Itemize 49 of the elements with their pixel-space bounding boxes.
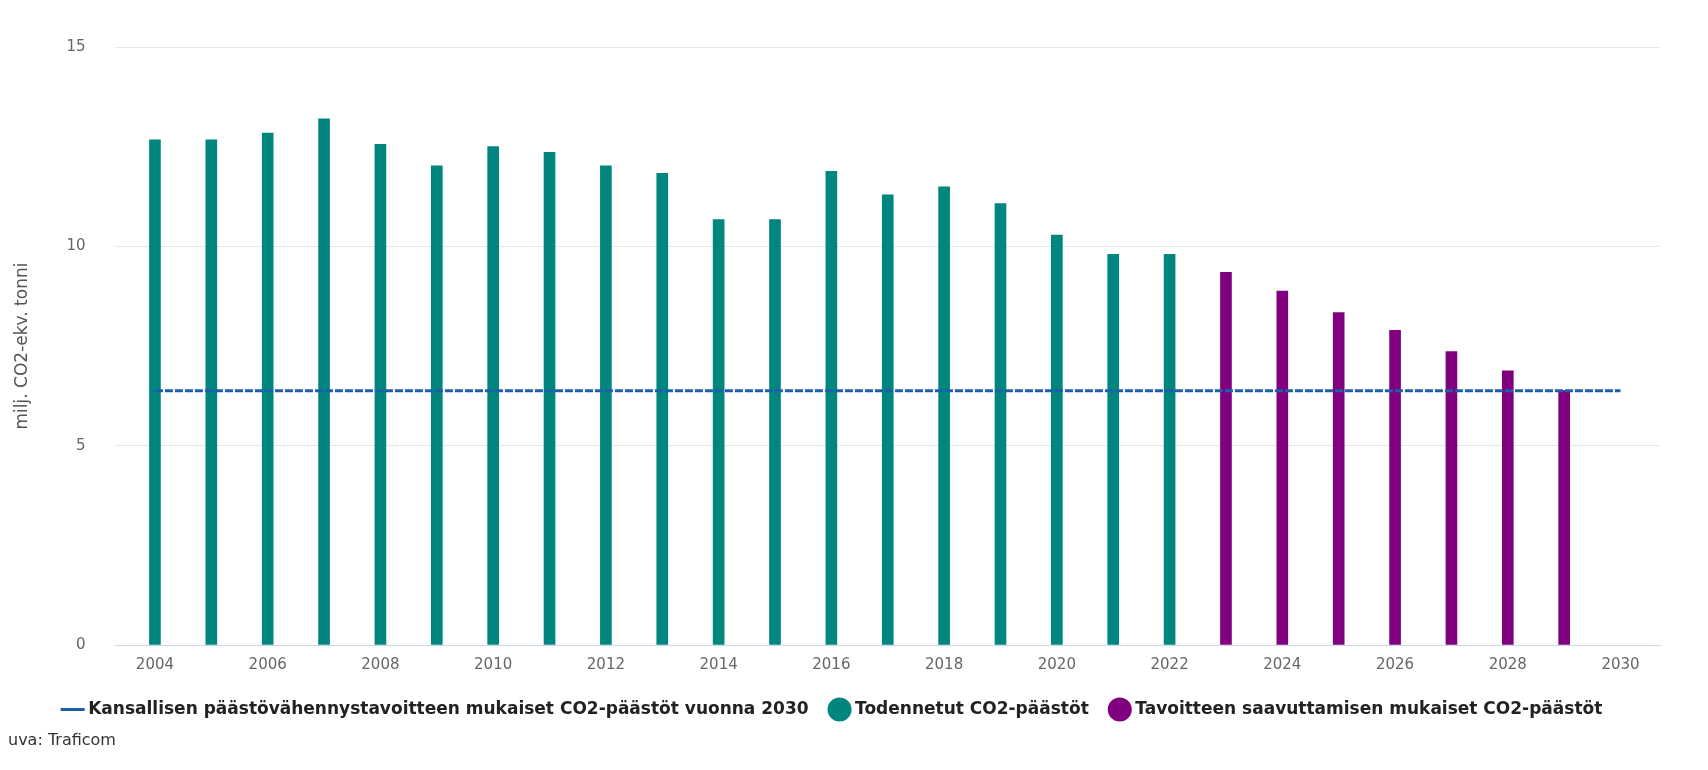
x-tick-label: 2030 [1601,654,1640,673]
y-tick-label: 10 [66,236,86,255]
bar [149,139,161,645]
bar [769,219,781,645]
bar [1332,312,1345,645]
x-tick-label: 2020 [1037,654,1076,673]
bar [487,146,499,645]
text: uva: Traficom [8,730,116,749]
bar [430,165,443,645]
x-tick-label: 2010 [474,654,513,673]
bar [600,165,612,645]
x-tick-label: 2012 [586,654,625,673]
legend-label: Todennetut CO2-päästöt [855,697,1089,718]
bar [938,186,950,645]
bar [1501,370,1514,645]
x-tick-label: 2018 [925,654,964,673]
y-axis-title: milj. CO2-ekv. tonni [10,262,31,430]
bar [1445,351,1458,645]
x-tick-label: 2014 [699,654,738,673]
bar [1558,390,1570,645]
x-tick-label: 2022 [1150,654,1189,673]
bar [205,139,218,645]
bar [261,132,274,645]
bar [1389,330,1401,645]
bar [1276,290,1289,645]
y-tick-label: 0 [75,634,86,653]
legend-label: Kansallisen päästövähennystavoitteen mukaiset CO2-päästöt vuonna 2030 [88,697,809,718]
bar [712,219,725,645]
y-tick-label: 5 [75,435,86,454]
bar [543,151,556,645]
bar [881,194,894,645]
bar [318,118,330,645]
x-tick-label: 2008 [361,654,400,673]
bar [1220,271,1232,645]
bar [1163,253,1176,645]
bar [656,173,669,645]
bar [825,171,838,645]
bar [1107,253,1120,645]
bar [1051,234,1063,645]
bar [994,203,1007,645]
x-tick-label: 2028 [1488,654,1527,673]
x-tick-label: 2024 [1263,654,1302,673]
x-tick-label: 2026 [1375,654,1415,673]
x-tick-label: 2004 [135,654,175,673]
x-tick-label: 2016 [812,654,851,673]
y-tick-label: 15 [66,36,86,55]
legend-label: Tavoitteen saavuttamisen mukaiset CO2-päästöt [1135,697,1603,718]
bar [374,143,387,645]
x-tick-label: 2006 [248,654,287,673]
